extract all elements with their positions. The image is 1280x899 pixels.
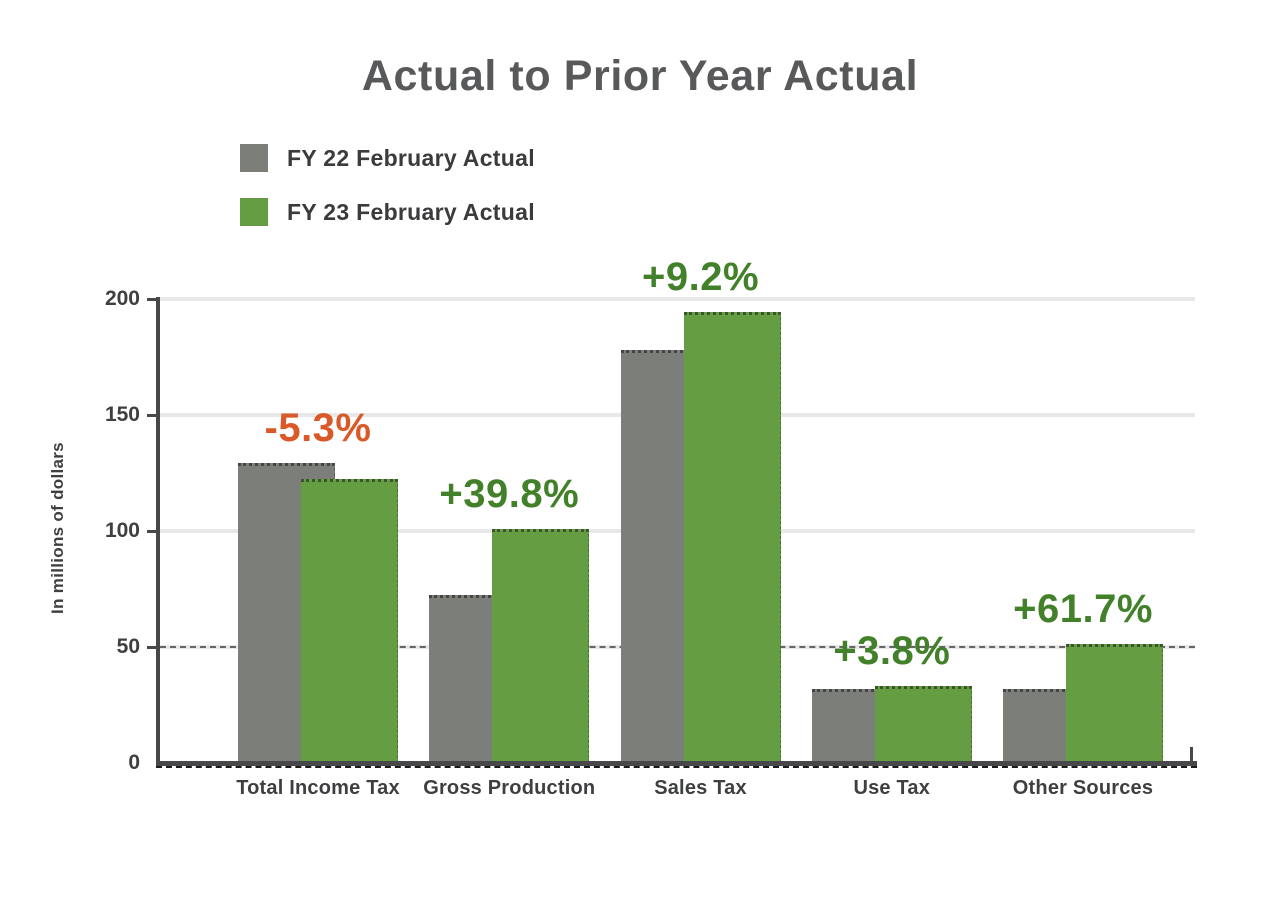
- y-tick-label: 50: [116, 635, 140, 658]
- bar-fy23-other-sources: [1066, 644, 1163, 763]
- y-tick-label: 200: [104, 287, 140, 310]
- x-category-label: Gross Production: [423, 777, 596, 799]
- legend-item-fy22: FY 22 February Actual: [240, 144, 535, 172]
- grid-line: [160, 297, 1195, 302]
- y-tick-label: 0: [128, 751, 140, 774]
- x-category-label: Use Tax: [853, 777, 931, 799]
- legend-swatch-fy23-icon: [240, 198, 268, 226]
- legend-label-fy22: FY 22 February Actual: [287, 144, 535, 171]
- bar-fy23-gross-production: [492, 529, 590, 763]
- x-category-label: Sales Tax: [654, 777, 747, 799]
- pct-change-label: -5.3%: [264, 405, 372, 450]
- x-axis-end-tick: [1190, 747, 1193, 761]
- y-axis-tick: [147, 530, 156, 533]
- y-tick-label: 100: [104, 519, 140, 542]
- y-axis-tick: [147, 414, 156, 417]
- y-axis-line: [156, 297, 160, 765]
- bar-fy23-total-income-tax: [301, 479, 398, 763]
- pct-change-label: +61.7%: [1013, 586, 1153, 631]
- bar-fy23-use-tax: [874, 686, 972, 763]
- x-category-label: Total Income Tax: [236, 777, 400, 799]
- bar-fy23-sales-tax: [683, 312, 781, 763]
- pct-change-label: +9.2%: [641, 255, 760, 299]
- y-axis-title: In millions of dollars: [48, 442, 67, 614]
- legend-item-fy23: FY 23 February Actual: [240, 198, 535, 226]
- plot-area: 0 50 100 150 200 -5.3% Total Income Tax +39.8% G…: [105, 255, 1197, 799]
- pct-change-label: +3.8%: [833, 629, 951, 674]
- y-axis-tick: [147, 646, 156, 649]
- y-tick-label: 150: [104, 403, 140, 426]
- legend: FY 22 February Actual FY 23 February Act…: [240, 144, 535, 252]
- x-category-label: Other Sources: [1012, 777, 1154, 799]
- legend-label-fy23: FY 23 February Actual: [287, 198, 535, 225]
- chart-title: Actual to Prior Year Actual: [361, 52, 919, 100]
- y-axis-tick: [147, 298, 156, 302]
- x-axis-line: [156, 761, 1197, 768]
- legend-swatch-fy22-icon: [240, 144, 268, 172]
- pct-change-label: +39.8%: [439, 471, 580, 516]
